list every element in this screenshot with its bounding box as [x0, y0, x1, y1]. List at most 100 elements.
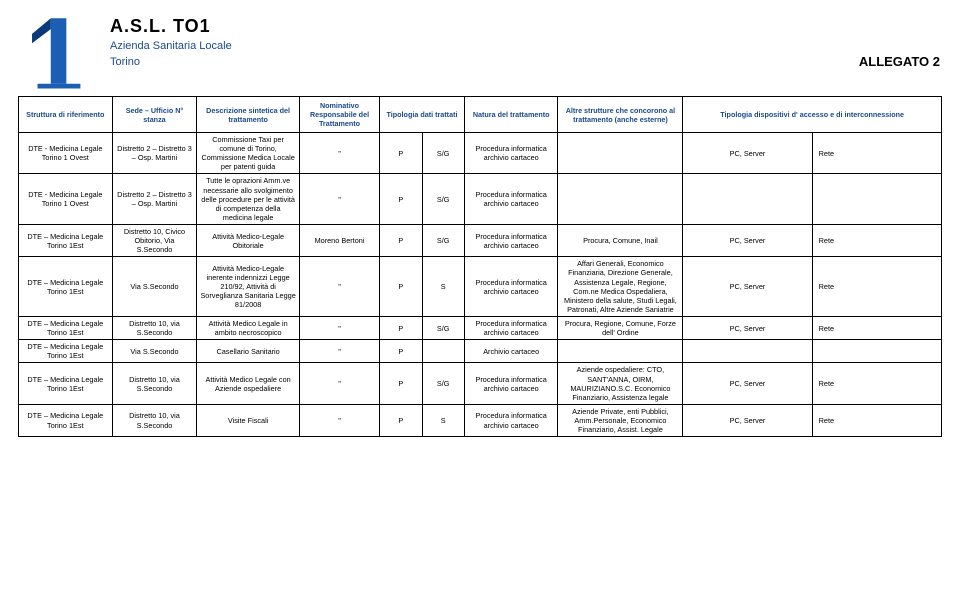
cell-resp: " — [299, 316, 379, 339]
cell-altre: Procura, Comune, Inail — [558, 224, 683, 256]
cell-disp-a: PC, Server — [683, 316, 812, 339]
cell-tipoB — [422, 340, 464, 363]
cell-disp-b: Rete — [812, 224, 941, 256]
cell-tipoB: S — [422, 404, 464, 436]
table-row: DTE – Medicina Legale Torino 1EstDistret… — [19, 316, 942, 339]
cell-resp: " — [299, 404, 379, 436]
th-tipologia: Tipologia dati trattati — [380, 97, 465, 133]
th-altre: Altre strutture che concorono al trattam… — [558, 97, 683, 133]
brand-text: A.S.L. TO1 Azienda Sanitaria Locale Tori… — [110, 12, 232, 70]
cell-disp-b: Rete — [812, 404, 941, 436]
logo — [18, 12, 96, 90]
cell-disp-a — [683, 340, 812, 363]
th-dispositivi: Tipologia dispositivi d' accesso e di in… — [683, 97, 942, 133]
cell-sede: Distretto 2 – Distretto 3 – Osp. Martini — [112, 174, 197, 225]
allegato-label: ALLEGATO 2 — [859, 54, 940, 69]
cell-disp-a: PC, Server — [683, 257, 812, 317]
table-row: DTE – Medicina Legale Torino 1EstDistret… — [19, 224, 942, 256]
cell-tipoA: P — [380, 257, 422, 317]
th-descr: Descrizione sintetica del trattamento — [197, 97, 300, 133]
brand-sub1: Azienda Sanitaria Locale — [110, 39, 232, 53]
table-body: DTE - Medicina Legale Torino 1 OvestDist… — [19, 133, 942, 437]
cell-resp: " — [299, 257, 379, 317]
cell-tipoB: S/G — [422, 133, 464, 174]
table-row: DTE – Medicina Legale Torino 1EstVia S.S… — [19, 340, 942, 363]
document-page: A.S.L. TO1 Azienda Sanitaria Locale Tori… — [0, 0, 960, 437]
cell-altre: Aziende ospedaliere: CTO, SANT'ANNA, OIR… — [558, 363, 683, 404]
cell-tipoA: P — [380, 316, 422, 339]
data-table: Struttura di riferimento Sede – Ufficio … — [18, 96, 942, 437]
table-row: DTE - Medicina Legale Torino 1 OvestDist… — [19, 133, 942, 174]
cell-tipoA: P — [380, 404, 422, 436]
cell-sede: Distretto 10, Civico Obitorio, Via S.Sec… — [112, 224, 197, 256]
cell-disp-a — [683, 174, 812, 225]
cell-tipoB: S/G — [422, 224, 464, 256]
cell-disp-b: Rete — [812, 316, 941, 339]
header: A.S.L. TO1 Azienda Sanitaria Locale Tori… — [18, 12, 942, 90]
table-row: DTE - Medicina Legale Torino 1 OvestDist… — [19, 174, 942, 225]
cell-descr: Visite Fiscali — [197, 404, 300, 436]
header-row: Struttura di riferimento Sede – Ufficio … — [19, 97, 942, 133]
cell-natura: Procedura informatica archivio cartaceo — [464, 174, 558, 225]
cell-descr: Commissione Taxi per comune di Torino, C… — [197, 133, 300, 174]
cell-disp-a: PC, Server — [683, 133, 812, 174]
cell-altre: Procura, Regione, Comune, Forze dell' Or… — [558, 316, 683, 339]
cell-descr: Attività Medico-Legale inerente indenniz… — [197, 257, 300, 317]
cell-descr: Tutte le oprazioni Amm.ve necessarie all… — [197, 174, 300, 225]
th-sede: Sede – Ufficio N° stanza — [112, 97, 197, 133]
cell-resp: " — [299, 174, 379, 225]
cell-disp-b — [812, 340, 941, 363]
cell-disp-a: PC, Server — [683, 224, 812, 256]
cell-tipoB: S/G — [422, 363, 464, 404]
cell-resp: " — [299, 133, 379, 174]
cell-resp: " — [299, 363, 379, 404]
cell-natura: Procedura informatica archivio cartaceo — [464, 257, 558, 317]
th-struttura: Struttura di riferimento — [19, 97, 113, 133]
cell-tipoA: P — [380, 174, 422, 225]
cell-struttura: DTE - Medicina Legale Torino 1 Ovest — [19, 174, 113, 225]
cell-struttura: DTE – Medicina Legale Torino 1Est — [19, 363, 113, 404]
cell-tipoB: S — [422, 257, 464, 317]
cell-tipoB: S/G — [422, 316, 464, 339]
brand-sub2: Torino — [110, 55, 232, 69]
cell-tipoA: P — [380, 363, 422, 404]
cell-struttura: DTE – Medicina Legale Torino 1Est — [19, 316, 113, 339]
cell-sede: Distretto 10, via S.Secondo — [112, 316, 197, 339]
cell-tipoA: P — [380, 224, 422, 256]
cell-struttura: DTE – Medicina Legale Torino 1Est — [19, 257, 113, 317]
table-row: DTE – Medicina Legale Torino 1EstDistret… — [19, 404, 942, 436]
cell-tipoB: S/G — [422, 174, 464, 225]
cell-natura: Procedura informatica archivio cartaceo — [464, 316, 558, 339]
cell-disp-b: Rete — [812, 257, 941, 317]
cell-descr: Attività Medico-Legale Obitoriale — [197, 224, 300, 256]
brand-title: A.S.L. TO1 — [110, 16, 232, 37]
cell-struttura: DTE – Medicina Legale Torino 1Est — [19, 404, 113, 436]
cell-sede: Distretto 2 – Distretto 3 – Osp. Martini — [112, 133, 197, 174]
th-resp: Nominativo Responsabile del Trattamento — [299, 97, 379, 133]
cell-altre: Aziende Private, enti Pubblici, Amm.Pers… — [558, 404, 683, 436]
cell-sede: Distretto 10, via S.Secondo — [112, 404, 197, 436]
th-natura: Natura del trattamento — [464, 97, 558, 133]
cell-disp-b — [812, 174, 941, 225]
cell-struttura: DTE – Medicina Legale Torino 1Est — [19, 224, 113, 256]
cell-natura: Procedura informatica archivio cartaceo — [464, 363, 558, 404]
table-row: DTE – Medicina Legale Torino 1EstDistret… — [19, 363, 942, 404]
cell-tipoA: P — [380, 133, 422, 174]
table-row: DTE – Medicina Legale Torino 1EstVia S.S… — [19, 257, 942, 317]
cell-resp: Moreno Bertoni — [299, 224, 379, 256]
cell-disp-b: Rete — [812, 363, 941, 404]
cell-descr: Attività Medico Legale con Aziende osped… — [197, 363, 300, 404]
cell-sede: Via S.Secondo — [112, 257, 197, 317]
cell-sede: Via S.Secondo — [112, 340, 197, 363]
cell-altre — [558, 133, 683, 174]
cell-tipoA: P — [380, 340, 422, 363]
cell-natura: Procedura informatica archivio cartaceo — [464, 224, 558, 256]
cell-altre: Affari Generali, Economico Finanziaria, … — [558, 257, 683, 317]
cell-altre — [558, 174, 683, 225]
cell-natura: Procedura informatica archivio cartaceo — [464, 133, 558, 174]
cell-sede: Distretto 10, via S.Secondo — [112, 363, 197, 404]
cell-struttura: DTE – Medicina Legale Torino 1Est — [19, 340, 113, 363]
cell-descr: Attività Medico Legale in ambito necrosc… — [197, 316, 300, 339]
cell-descr: Casellario Sanitario — [197, 340, 300, 363]
table-head: Struttura di riferimento Sede – Ufficio … — [19, 97, 942, 133]
